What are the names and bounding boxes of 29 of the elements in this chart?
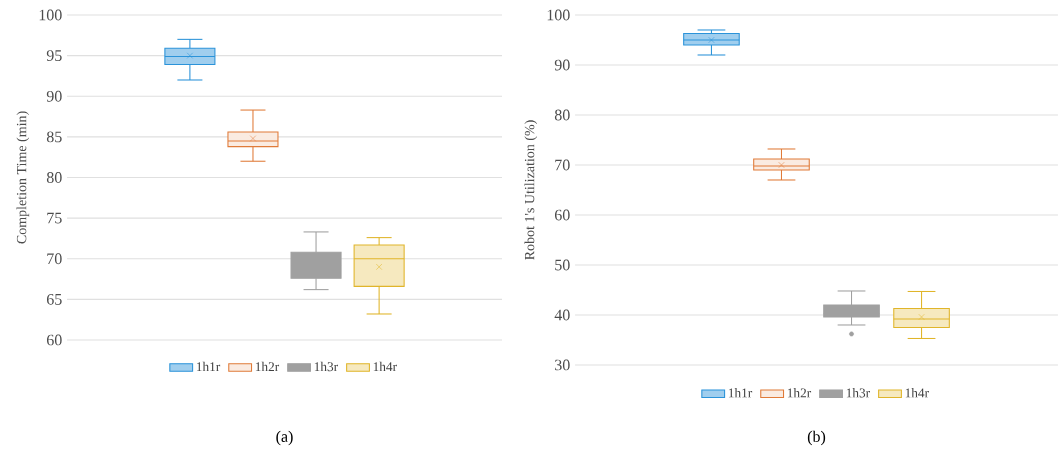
y-tick-label: 95 xyxy=(46,50,62,61)
text: (b) xyxy=(807,430,826,446)
legend-label: 1h1r xyxy=(196,361,221,372)
y-tick-label: 85 xyxy=(46,131,62,143)
y-axis-title: Robot 1's Utilization (%) xyxy=(524,120,538,260)
y-tick-label: 80 xyxy=(46,172,62,183)
y-tick-label: 90 xyxy=(46,90,62,102)
text: (a) xyxy=(276,430,293,446)
legend-label: 1h2r xyxy=(787,388,812,398)
legend-label: 1h4r xyxy=(373,361,397,372)
y-tick-label: 50 xyxy=(555,259,570,271)
legend-label: 1h3r xyxy=(846,388,870,398)
y-tick-label: 90 xyxy=(554,59,570,71)
y-tick-label: 70 xyxy=(47,253,62,265)
y-tick-label: 100 xyxy=(39,9,62,21)
y-tick-label: 80 xyxy=(554,109,570,121)
legend-label: 1h3r xyxy=(314,361,338,372)
y-tick-label: 65 xyxy=(46,293,62,305)
legend-label: 1h1r xyxy=(728,388,753,398)
y-tick-label: 75 xyxy=(47,212,62,224)
y-tick-label: 30 xyxy=(555,359,570,371)
y-tick-label: 40 xyxy=(554,309,570,321)
y-tick-label: 70 xyxy=(555,159,570,171)
y-axis-title: Completion Time (min) xyxy=(16,111,30,244)
y-tick-label: 100 xyxy=(547,9,570,21)
y-tick-label: 60 xyxy=(554,209,570,221)
y-tick-label: 60 xyxy=(46,334,62,346)
legend-label: 1h4r xyxy=(905,388,929,398)
legend-label: 1h2r xyxy=(255,361,280,372)
